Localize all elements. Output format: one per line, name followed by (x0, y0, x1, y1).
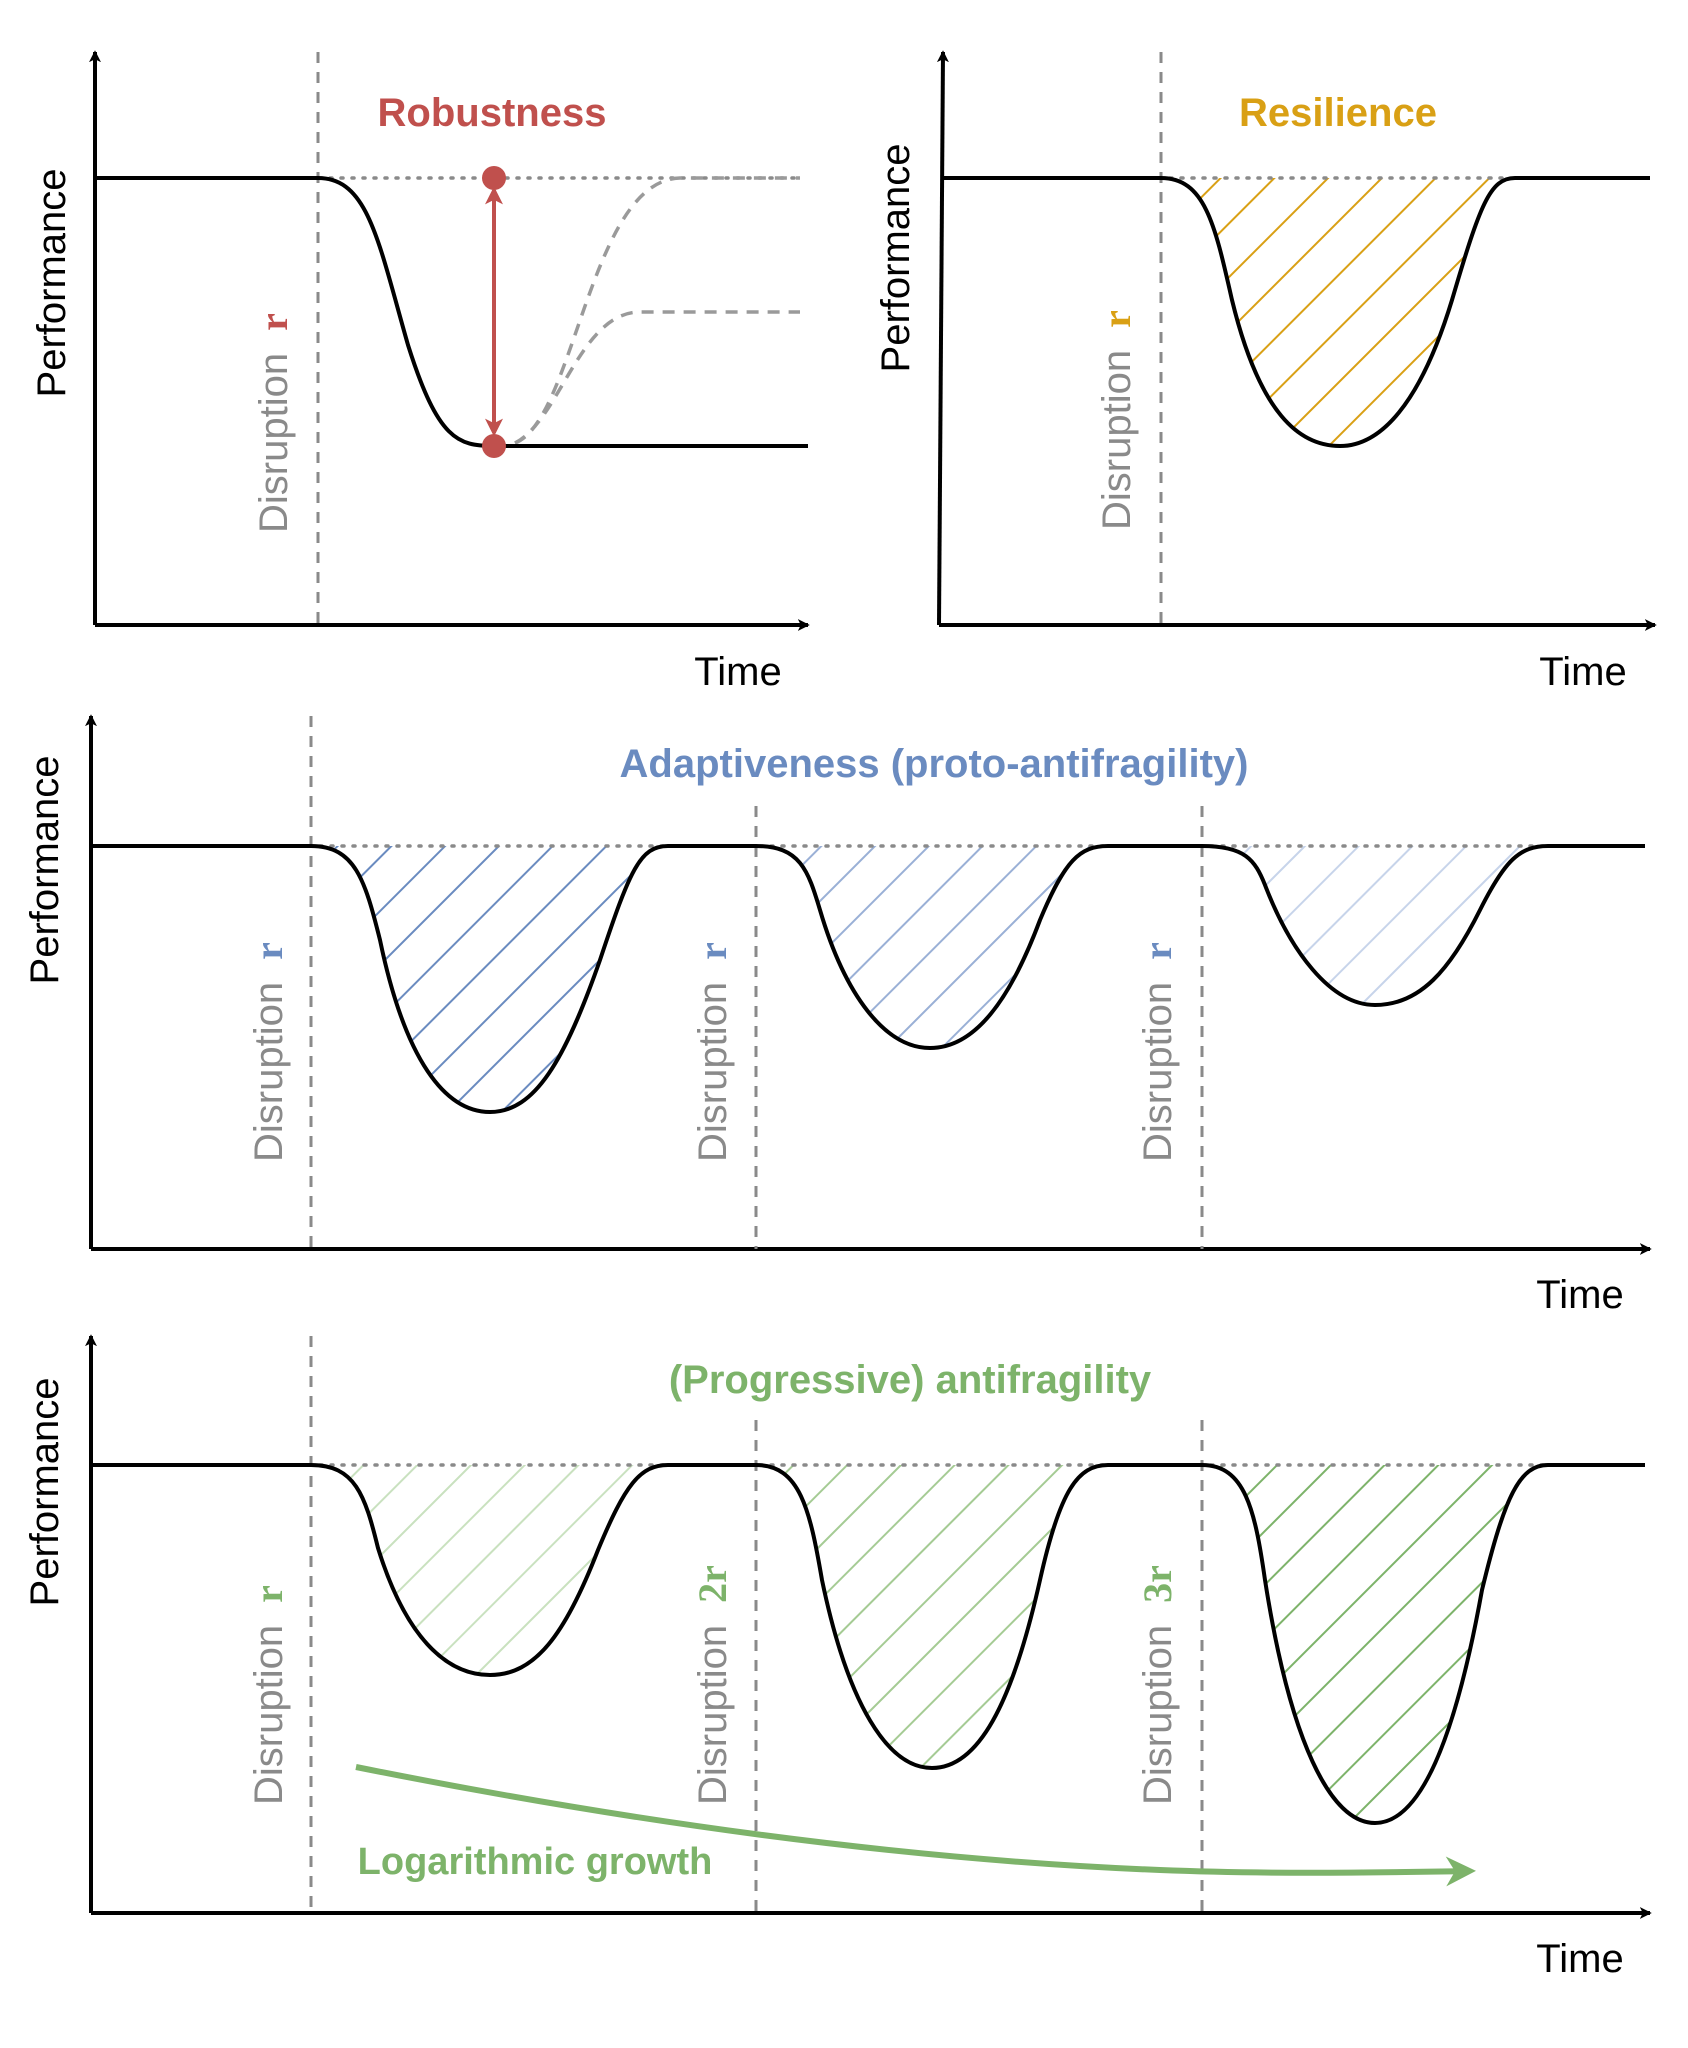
x-axis-label: Time (1536, 1937, 1623, 1981)
disruption-label-3: Disruptionr (1135, 942, 1180, 1162)
x-axis-label: Time (694, 650, 781, 694)
panel-resilience: Resilience Performance Time Disruptionr (874, 50, 1657, 694)
hatched-area-2 (756, 846, 1108, 1048)
hatched-area-2 (756, 1465, 1108, 1768)
y-axis-label: Performance (874, 144, 918, 373)
disruption-label: Disruptionr (1094, 310, 1139, 530)
y-axis (936, 50, 949, 626)
panel-title: Adaptiveness (proto-antifragility) (620, 742, 1249, 786)
lower-dot (482, 434, 506, 458)
panel-title: Resilience (1239, 91, 1437, 135)
disruption-label-2: Disruption2r (690, 1565, 735, 1805)
partial-recovery-path (514, 310, 800, 445)
disruption-label-2: Disruptionr (690, 942, 735, 1162)
performance-curve (91, 1463, 1645, 1825)
growth-label: Logarithmic growth (358, 1841, 713, 1883)
panel-antifragility: (Progressive) antifragility Performance … (23, 1334, 1652, 1981)
hatched-area-1 (311, 1465, 668, 1675)
y-axis-label: Performance (30, 169, 74, 398)
resilience-hatched-area (1161, 178, 1515, 446)
upper-dot (482, 166, 506, 190)
disruption-label-1: Disruptionr (246, 942, 291, 1162)
performance-curve (95, 176, 808, 448)
disruption-label: Disruptionr (251, 313, 296, 533)
hatched-area-3 (1202, 846, 1548, 1005)
hatched-area-1 (311, 846, 668, 1112)
panel-title: Robustness (378, 91, 607, 135)
panel-title: (Progressive) antifragility (669, 1358, 1152, 1402)
disruption-label-3: Disruption3r (1135, 1565, 1180, 1805)
x-axis-label: Time (1539, 650, 1626, 694)
performance-curve (943, 176, 1650, 448)
performance-curve (91, 844, 1645, 1114)
panel-adaptiveness: Adaptiveness (proto-antifragility) Perfo… (23, 714, 1652, 1317)
disruption-label-1: Disruptionr (246, 1585, 291, 1805)
y-axis-label: Performance (23, 1378, 67, 1607)
hatched-area-3 (1202, 1465, 1548, 1823)
logarithmic-growth-arrow (355, 1764, 1476, 1887)
x-axis-label: Time (1536, 1273, 1623, 1317)
panel-robustness: Robustness Performance Time Disruptionr (30, 50, 810, 694)
y-axis-label: Performance (23, 756, 67, 985)
